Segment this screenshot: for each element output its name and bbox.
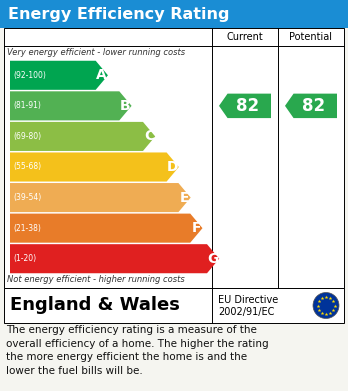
Text: F: F <box>192 221 201 235</box>
Polygon shape <box>10 91 132 120</box>
Text: B: B <box>120 99 131 113</box>
Text: 82: 82 <box>302 97 325 115</box>
Polygon shape <box>10 183 191 212</box>
Text: Very energy efficient - lower running costs: Very energy efficient - lower running co… <box>7 48 185 57</box>
Bar <box>4 28 344 288</box>
Polygon shape <box>10 213 203 243</box>
Bar <box>4 288 344 323</box>
Text: (92-100): (92-100) <box>13 71 46 80</box>
Text: 2002/91/EC: 2002/91/EC <box>218 307 274 317</box>
Text: (55-68): (55-68) <box>13 163 41 172</box>
Text: The energy efficiency rating is a measure of the
overall efficiency of a home. T: The energy efficiency rating is a measur… <box>6 325 269 376</box>
Text: England & Wales: England & Wales <box>10 296 180 314</box>
Text: A: A <box>96 68 107 82</box>
Text: EU Directive: EU Directive <box>218 295 278 305</box>
Polygon shape <box>10 244 219 273</box>
Text: Not energy efficient - higher running costs: Not energy efficient - higher running co… <box>7 275 185 284</box>
Circle shape <box>313 292 339 319</box>
Text: C: C <box>144 129 154 143</box>
Text: (21-38): (21-38) <box>13 224 41 233</box>
Polygon shape <box>10 152 179 181</box>
Polygon shape <box>219 93 271 118</box>
Text: G: G <box>207 252 219 266</box>
Text: D: D <box>167 160 179 174</box>
Text: 82: 82 <box>236 97 259 115</box>
Text: (69-80): (69-80) <box>13 132 41 141</box>
Polygon shape <box>10 122 155 151</box>
Text: (81-91): (81-91) <box>13 101 41 110</box>
Bar <box>0 0 348 28</box>
Text: Current: Current <box>227 32 263 42</box>
Text: (39-54): (39-54) <box>13 193 41 202</box>
Polygon shape <box>285 93 337 118</box>
Polygon shape <box>10 61 108 90</box>
Text: Energy Efficiency Rating: Energy Efficiency Rating <box>8 7 229 22</box>
Text: E: E <box>180 190 189 204</box>
Text: Potential: Potential <box>290 32 332 42</box>
Text: (1-20): (1-20) <box>13 254 36 263</box>
